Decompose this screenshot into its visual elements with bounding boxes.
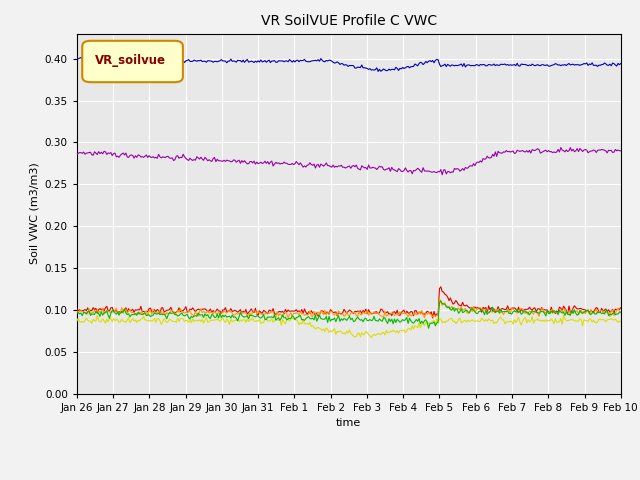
Y-axis label: Soil VWC (m3/m3): Soil VWC (m3/m3) <box>29 163 39 264</box>
Legend: C-05_VWC, C-10_VWC, C-20_VWC, C-30_VWC, C-40_VWC, C-50_VWC: C-05_VWC, C-10_VWC, C-20_VWC, C-30_VWC, … <box>92 477 605 480</box>
FancyBboxPatch shape <box>82 41 183 82</box>
X-axis label: time: time <box>336 418 362 428</box>
Title: VR SoilVUE Profile C VWC: VR SoilVUE Profile C VWC <box>260 14 437 28</box>
Text: VR_soilvue: VR_soilvue <box>95 54 166 68</box>
